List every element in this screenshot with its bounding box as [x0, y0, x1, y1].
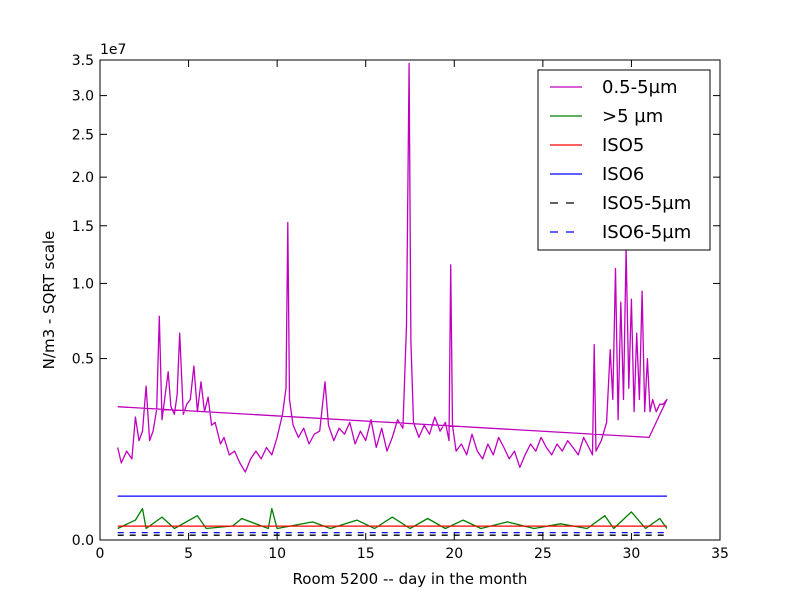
y-tick-label: 1.0	[72, 276, 94, 292]
plot-frame	[99, 59, 721, 541]
y-tick-label: 3.0	[72, 89, 94, 105]
series-line-1	[117, 507, 668, 530]
legend-box	[537, 69, 711, 251]
legend-label: 0.5-5µm	[602, 77, 678, 98]
x-tick-label: 10	[268, 546, 286, 562]
y-tick-label: 0.5	[72, 352, 94, 368]
y-tick-label: 0.0	[72, 533, 94, 549]
x-tick-label: 30	[623, 546, 641, 562]
legend-label: ISO5-5µm	[602, 193, 691, 214]
x-tick-label: 5	[184, 546, 193, 562]
legend-label: ISO6	[602, 164, 644, 185]
legend-label: ISO6-5µm	[602, 222, 691, 243]
series-line-0	[117, 62, 668, 473]
x-tick-label: 20	[445, 546, 463, 562]
y-tick-label: 1.5	[72, 219, 94, 235]
legend-label: ISO5	[602, 135, 644, 156]
legend-label: >5 µm	[602, 106, 663, 127]
x-tick-label: 0	[96, 546, 105, 562]
y-axis-label: N/m3 - SQRT scale	[40, 231, 58, 370]
x-tick-label: 35	[711, 546, 729, 562]
x-axis-label: Room 5200 -- day in the month	[293, 570, 528, 588]
series-layer	[117, 62, 668, 536]
x-tick-label: 15	[357, 546, 375, 562]
y-tick-label: 3.5	[72, 53, 94, 69]
y-tick-label: 2.0	[72, 170, 94, 186]
x-ticks: 0 5 10 15 20 25 30 35	[96, 60, 729, 562]
y-ticks: 0.0 0.5 1.0 1.5 2.0 2.5 3.0 3.5	[72, 53, 720, 549]
legend: 0.5-5µm >5 µm ISO5 ISO6 ISO5-5µm ISO6-5µm	[537, 69, 711, 251]
x-tick-label: 25	[534, 546, 552, 562]
y-tick-label: 2.5	[72, 127, 94, 143]
y-offset-label: 1e7	[100, 42, 126, 58]
